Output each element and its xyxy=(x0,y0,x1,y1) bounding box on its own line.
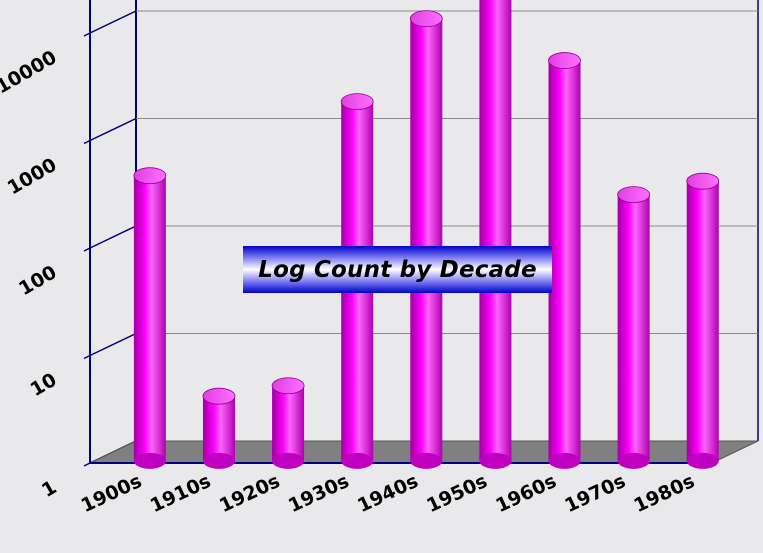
y-tick-label: 10000 xyxy=(0,46,60,98)
x-tick-label: 1960s xyxy=(492,470,559,517)
y-tick-label: 1 xyxy=(38,476,60,502)
bar-base xyxy=(410,452,443,469)
bar-cap xyxy=(409,10,443,28)
bar-base xyxy=(548,452,581,469)
bar-base xyxy=(686,452,719,469)
y-tick-label: 1000 xyxy=(4,154,61,199)
chart-title: Log Count by Decade xyxy=(258,256,537,283)
x-tick-label: 1940s xyxy=(354,470,421,517)
bar-body xyxy=(548,60,581,461)
bar-cap xyxy=(686,172,720,190)
bar-base xyxy=(479,452,512,469)
bar-cap xyxy=(133,167,167,185)
bar-base xyxy=(202,452,235,469)
side-gridline xyxy=(89,10,137,34)
x-tick-label: 1900s xyxy=(78,470,145,517)
x-tick-label: 1920s xyxy=(216,470,283,517)
bar xyxy=(617,186,651,469)
bar xyxy=(271,377,305,469)
side-gridline xyxy=(89,117,137,142)
bar xyxy=(133,167,167,469)
x-tick-label: 1970s xyxy=(561,470,628,517)
bar-body xyxy=(410,18,443,461)
bar-body xyxy=(479,0,512,461)
bar-base xyxy=(272,452,305,469)
bar-base xyxy=(133,452,166,469)
bar-base xyxy=(617,452,650,469)
bar xyxy=(479,0,512,469)
bar-body xyxy=(133,175,166,461)
x-tick-label: 1950s xyxy=(423,470,490,517)
x-tick-label: 1930s xyxy=(285,470,352,517)
bar xyxy=(686,172,720,469)
bar xyxy=(409,10,443,469)
side-gridline xyxy=(89,332,137,357)
bar-series xyxy=(133,0,720,469)
bar-cap xyxy=(271,377,305,395)
side-gridline xyxy=(89,225,137,249)
bar-cap xyxy=(548,52,581,69)
plot-walls xyxy=(83,0,759,467)
bar-base xyxy=(341,452,374,469)
y-tick-mark xyxy=(83,354,91,360)
bar-body xyxy=(202,396,235,461)
x-tick-label: 1980s xyxy=(631,470,698,517)
bar-cap xyxy=(340,93,374,110)
y-tick-mark xyxy=(83,462,91,467)
bar-body xyxy=(617,194,650,461)
y-tick-mark xyxy=(83,247,91,252)
bar xyxy=(548,52,581,469)
y-tick-label: 100 xyxy=(15,261,60,300)
y-tick-mark xyxy=(83,139,91,145)
y-tick-mark xyxy=(83,32,91,37)
x-tick-label: 1910s xyxy=(147,470,214,517)
bar-body xyxy=(686,181,719,461)
chart-title-box: Log Count by Decade xyxy=(243,246,552,293)
bar-cap xyxy=(617,186,651,204)
bar-cap xyxy=(202,387,236,405)
bar xyxy=(202,387,236,469)
bar-body xyxy=(272,385,305,461)
y-tick-label: 10 xyxy=(27,369,61,401)
